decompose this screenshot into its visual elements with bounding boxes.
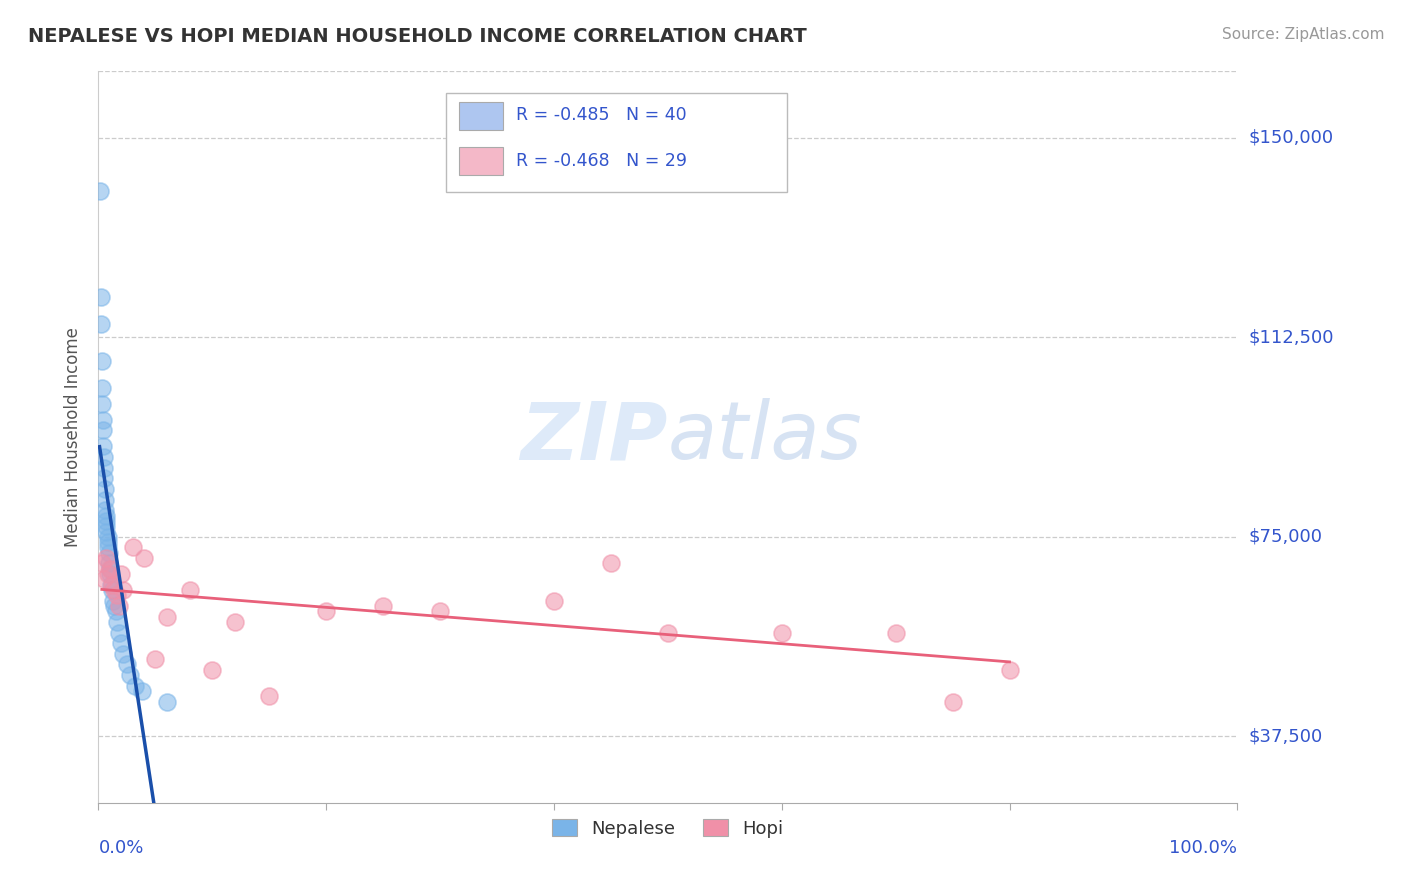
Point [94, 492, 117, 507]
FancyBboxPatch shape [460, 102, 503, 130]
Point [97, 546, 120, 560]
Point [97, 557, 120, 571]
Point [105, 615, 128, 629]
Point [132, 551, 155, 566]
Text: $112,500: $112,500 [1249, 328, 1334, 346]
Point [90, 557, 112, 571]
Point [90, 381, 112, 395]
Point [110, 636, 132, 650]
Text: NEPALESE VS HOPI MEDIAN HOUSEHOLD INCOME CORRELATION CHART: NEPALESE VS HOPI MEDIAN HOUSEHOLD INCOME… [28, 27, 807, 45]
Point [96, 535, 118, 549]
Point [93, 450, 115, 464]
Point [156, 609, 179, 624]
Point [105, 588, 128, 602]
Point [89, 184, 111, 198]
Point [543, 593, 565, 607]
Point [600, 557, 623, 571]
Point [94, 482, 117, 496]
Point [96, 519, 118, 533]
Point [103, 582, 125, 597]
Point [96, 551, 118, 566]
Point [98, 567, 121, 582]
Point [90, 397, 112, 411]
Point [121, 541, 143, 555]
Text: $37,500: $37,500 [1249, 727, 1323, 746]
Point [90, 317, 112, 331]
Point [110, 567, 132, 582]
Point [657, 625, 679, 640]
Point [115, 657, 138, 672]
Text: 0.0%: 0.0% [98, 839, 143, 857]
Text: R = -0.485   N = 40: R = -0.485 N = 40 [516, 106, 688, 124]
Point [90, 290, 112, 304]
Text: R = -0.468   N = 29: R = -0.468 N = 29 [516, 152, 688, 169]
Point [103, 599, 125, 613]
Text: Source: ZipAtlas.com: Source: ZipAtlas.com [1222, 27, 1385, 42]
Point [90, 354, 112, 368]
FancyBboxPatch shape [460, 147, 503, 175]
Point [108, 625, 131, 640]
Point [884, 625, 907, 640]
Point [91, 424, 114, 438]
Point [315, 604, 337, 618]
Point [108, 599, 131, 613]
Point [120, 668, 142, 682]
Point [112, 647, 135, 661]
Point [101, 577, 124, 591]
Point [942, 695, 965, 709]
Point [96, 530, 118, 544]
Point [112, 582, 135, 597]
Text: atlas: atlas [668, 398, 863, 476]
Text: $75,000: $75,000 [1249, 528, 1323, 546]
Point [103, 593, 125, 607]
Point [201, 663, 224, 677]
Point [91, 439, 114, 453]
FancyBboxPatch shape [446, 94, 787, 192]
Point [91, 413, 114, 427]
Point [96, 514, 118, 528]
Point [224, 615, 246, 629]
Y-axis label: Median Household Income: Median Household Income [65, 327, 83, 547]
Text: ZIP: ZIP [520, 398, 668, 476]
Point [98, 562, 121, 576]
Point [100, 577, 122, 591]
Point [131, 684, 153, 698]
Text: $150,000: $150,000 [1249, 128, 1333, 147]
Point [104, 604, 127, 618]
Point [93, 573, 115, 587]
Point [94, 503, 117, 517]
Point [96, 508, 118, 523]
Point [98, 562, 121, 576]
Point [371, 599, 394, 613]
Point [429, 604, 451, 618]
Point [156, 695, 179, 709]
Point [145, 652, 167, 666]
Point [96, 541, 118, 555]
Point [770, 625, 793, 640]
Point [96, 524, 118, 539]
Text: 100.0%: 100.0% [1170, 839, 1237, 857]
Legend: Nepalese, Hopi: Nepalese, Hopi [544, 812, 792, 845]
Point [998, 663, 1021, 677]
Point [93, 460, 115, 475]
Point [101, 582, 124, 597]
Point [93, 471, 115, 485]
Point [179, 582, 201, 597]
Point [96, 567, 118, 582]
Point [124, 679, 146, 693]
Point [259, 690, 281, 704]
